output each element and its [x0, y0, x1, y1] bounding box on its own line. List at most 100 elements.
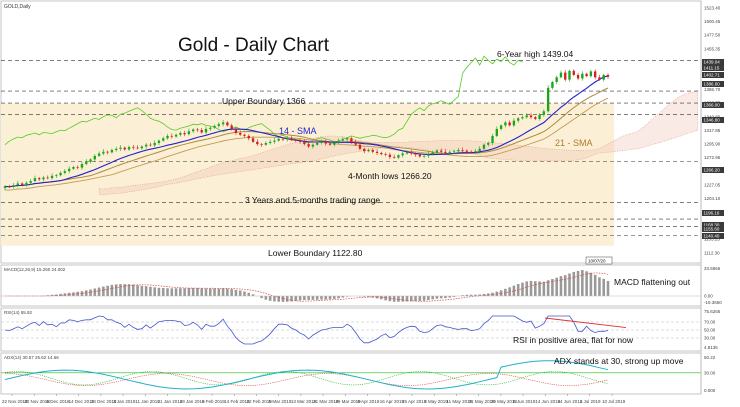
candle-body [324, 141, 327, 144]
price-tick-label: 1135.25 [704, 237, 720, 242]
candle-body [294, 140, 297, 141]
candle-body [491, 135, 494, 143]
macd-title: MACD(12,26,9) 15.260 24.002 [4, 267, 66, 272]
price-tick-label: 1340.80 [704, 114, 721, 119]
candle-body [333, 142, 336, 145]
candle-body [264, 142, 268, 145]
indicator-series [1, 270, 701, 390]
kijun-line [4, 97, 609, 191]
candle-body [251, 138, 255, 142]
candle-body [405, 152, 409, 154]
candle-body [307, 144, 310, 147]
candle-body [551, 81, 554, 88]
sma21-line [4, 87, 609, 188]
x-tick-label: 21 May 2019 [469, 399, 496, 404]
candle-body [350, 138, 353, 142]
price-badge [702, 81, 724, 87]
price-tick-label: 1386.70 [704, 87, 721, 92]
candle-body [25, 182, 28, 186]
candle-body [217, 124, 220, 126]
price-badge-label: 1366.00 [704, 103, 721, 108]
price-tick-label: 1204.10 [704, 196, 721, 201]
sma21-annotation: 21 - SMA [555, 138, 593, 148]
candle-body [187, 131, 191, 135]
x-tick-label: 30 Nov 2018 [24, 399, 50, 404]
candle-body [179, 133, 182, 135]
four-month-lows-annotation: 4-Month lows 1266.20 [348, 171, 432, 181]
candle-body [174, 134, 178, 137]
price-tick-label: 1317.85 [704, 128, 721, 133]
price-badge [702, 222, 724, 228]
date-box-label: 10/07/20 [588, 259, 606, 264]
price-badge [702, 72, 724, 78]
candle-body [534, 117, 537, 119]
candle-body [568, 70, 571, 80]
x-tick-label: 22 Nov 2018 [2, 399, 28, 404]
price-badge-label: 1411.15 [704, 66, 720, 71]
x-tick-label: 11 May 2019 [446, 399, 472, 404]
candle-body [20, 183, 24, 186]
candle-body [127, 147, 131, 150]
candle-body [226, 122, 229, 126]
candle-body [521, 117, 524, 119]
price-badge [702, 65, 724, 71]
x-tick-label: 24 Dec 2018 [91, 399, 117, 404]
candle-body [589, 71, 593, 77]
rsi-tick-label: 75.6265 [704, 309, 721, 314]
candle-body [234, 128, 238, 133]
rsi-tick-label: 50.00 [704, 328, 716, 333]
candle-body [555, 77, 558, 82]
candle-body [401, 153, 404, 156]
price-badge-label: 1386.60 [704, 82, 721, 87]
price-badge-label: 1140.40 [704, 234, 720, 239]
x-tick-label: 16 Apr 2019 [380, 399, 405, 404]
candle-body [277, 138, 280, 141]
candle-body [508, 122, 511, 126]
price-badge-label: 1168.30 [704, 223, 720, 228]
candle-body [593, 71, 597, 78]
x-tick-label: 8 Apr 2019 [358, 399, 380, 404]
price-badge [702, 233, 724, 239]
candle-body [221, 122, 225, 125]
candle-body [33, 178, 37, 182]
trading-range-fill [1, 103, 614, 246]
x-tick-label: 6 Feb 2019 [202, 399, 225, 404]
candle-body [499, 125, 503, 129]
adx-title: ADX(14) 30.57 25.62 14.66 [4, 355, 59, 360]
candle-body [427, 154, 430, 156]
macd-comment: MACD flattening out [614, 277, 691, 287]
candle-body [46, 177, 49, 179]
candle-body [414, 153, 417, 155]
x-tick-label: 6 Jun 2019 [513, 399, 536, 404]
candle-body [358, 144, 362, 149]
candle-body [478, 148, 481, 152]
x-tick-label: 13 Mar 2019 [291, 399, 317, 404]
candle-body [191, 129, 195, 132]
price-badge-label: 1439.04 [704, 60, 721, 65]
candle-body [517, 118, 520, 121]
x-tick-label: 21 Jan 2019 [158, 399, 183, 404]
candle-body [243, 134, 246, 136]
candle-body [230, 125, 233, 129]
macd-tick-label: 33.5866 [704, 266, 721, 271]
candle-body [93, 155, 96, 160]
candle-body [602, 74, 605, 80]
rsi-title: RSI(14) 55.92 [4, 310, 33, 315]
candle-body [367, 150, 370, 152]
plus-di-line [4, 371, 609, 386]
candle-body [397, 155, 400, 158]
lower-boundary-annotation: Lower Boundary 1122.80 [268, 248, 363, 258]
candle-body [119, 147, 122, 149]
upper-boundary-annotation: Upper Boundary 1366 [222, 96, 305, 106]
moving-averages [4, 55, 609, 191]
x-tick-label: 21 Mar 2019 [313, 399, 339, 404]
candle-body [200, 130, 203, 133]
candle-body [50, 175, 54, 179]
sma14-annotation: 14 - SMA [279, 126, 317, 136]
candle-body [431, 152, 434, 155]
adx-comment: ADX stands at 30, strong up move [554, 356, 684, 366]
candle-body [153, 142, 156, 146]
candle-body [564, 72, 567, 80]
candle-body [239, 133, 242, 135]
candle-body [12, 185, 15, 187]
